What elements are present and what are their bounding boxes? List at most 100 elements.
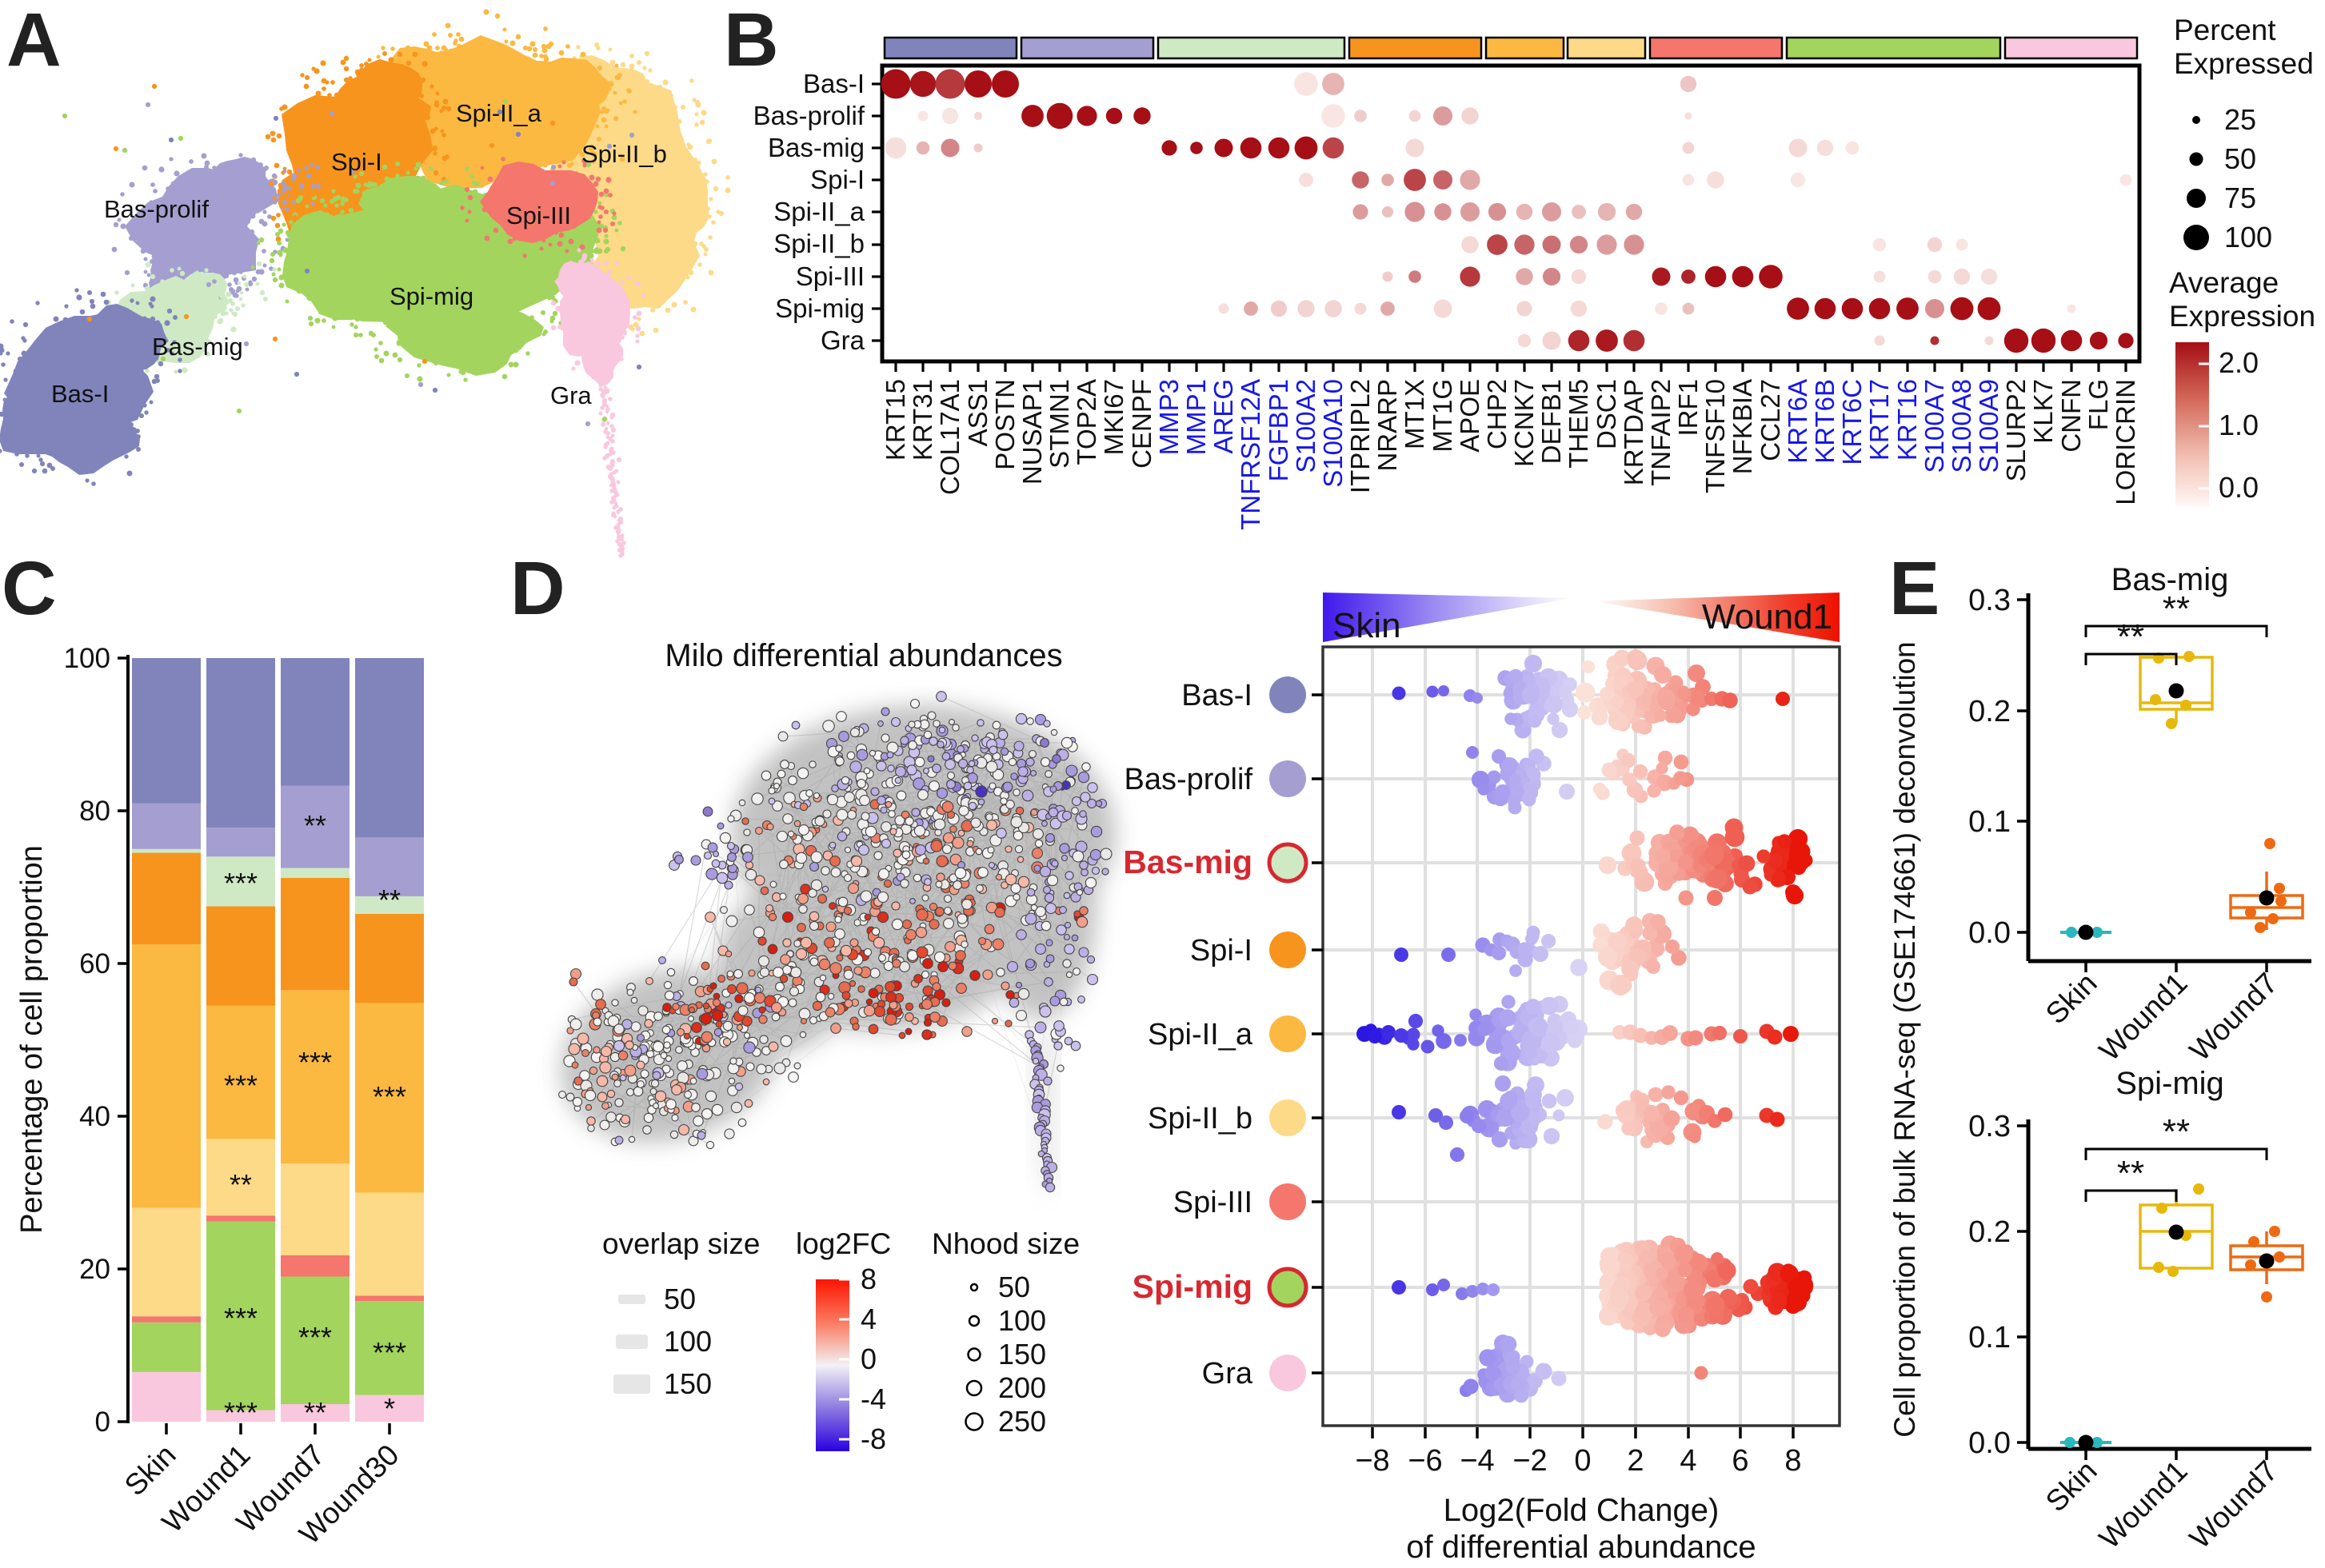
svg-text:Spi-I: Spi-I xyxy=(810,165,865,194)
svg-text:KRT31: KRT31 xyxy=(908,379,937,461)
svg-text:MMP1: MMP1 xyxy=(1181,379,1211,455)
svg-text:60: 60 xyxy=(79,948,110,980)
svg-text:APOE: APOE xyxy=(1455,379,1484,453)
svg-text:Expression: Expression xyxy=(2169,300,2315,333)
svg-text:FLG: FLG xyxy=(2083,379,2113,430)
svg-text:Spi-II_b: Spi-II_b xyxy=(581,140,667,168)
svg-text:E: E xyxy=(1889,546,1939,631)
svg-text:ITPRIPL2: ITPRIPL2 xyxy=(1345,379,1375,493)
svg-text:S100A9: S100A9 xyxy=(1974,379,2003,473)
svg-text:KRTDAP: KRTDAP xyxy=(1619,379,1648,485)
svg-text:40: 40 xyxy=(79,1101,110,1132)
svg-text:TNFSF10: TNFSF10 xyxy=(1700,379,1730,493)
svg-text:**: ** xyxy=(304,809,326,842)
svg-text:TOP2A: TOP2A xyxy=(1072,379,1101,465)
svg-text:NFKBIA: NFKBIA xyxy=(1728,379,1757,474)
svg-text:100: 100 xyxy=(2224,221,2272,253)
svg-text:75: 75 xyxy=(2224,182,2256,214)
svg-text:Bas-prolif: Bas-prolif xyxy=(104,195,209,223)
svg-text:S100A2: S100A2 xyxy=(1291,379,1320,473)
svg-text:Gra: Gra xyxy=(821,325,865,355)
svg-text:C: C xyxy=(2,546,57,631)
svg-text:KCNK7: KCNK7 xyxy=(1509,379,1539,467)
svg-text:Spi-III: Spi-III xyxy=(506,201,571,229)
svg-text:**: ** xyxy=(304,1396,326,1429)
svg-text:***: *** xyxy=(224,1302,258,1335)
svg-text:S100A8: S100A8 xyxy=(1947,379,1976,473)
svg-text:Spi-mig: Spi-mig xyxy=(775,293,865,323)
svg-text:1.0: 1.0 xyxy=(2219,409,2259,441)
svg-text:0: 0 xyxy=(95,1406,110,1438)
svg-text:THEM5: THEM5 xyxy=(1564,379,1593,469)
svg-text:***: *** xyxy=(298,1321,332,1354)
svg-text:CNFN: CNFN xyxy=(2056,379,2086,453)
svg-text:80: 80 xyxy=(79,796,110,827)
svg-text:2.0: 2.0 xyxy=(2219,346,2259,379)
svg-text:KLK7: KLK7 xyxy=(2028,379,2058,444)
svg-text:MMP3: MMP3 xyxy=(1154,379,1184,455)
svg-text:KRT6B: KRT6B xyxy=(1810,379,1840,464)
svg-text:Milo differential abundances: Milo differential abundances xyxy=(665,638,1062,673)
svg-text:AREG: AREG xyxy=(1208,379,1238,454)
svg-text:TNFRSF12A: TNFRSF12A xyxy=(1236,379,1265,530)
svg-text:TNFAIP2: TNFAIP2 xyxy=(1646,379,1676,486)
svg-text:S100A7: S100A7 xyxy=(1920,379,1949,473)
svg-text:Spi-I: Spi-I xyxy=(331,148,382,176)
svg-text:Percentage of cell proportion: Percentage of cell proportion xyxy=(15,845,49,1234)
svg-text:Gra: Gra xyxy=(550,381,592,409)
svg-text:Percent: Percent xyxy=(2174,14,2276,46)
svg-text:MT1G: MT1G xyxy=(1428,379,1457,453)
svg-text:KRT16: KRT16 xyxy=(1892,379,1922,461)
svg-text:***: *** xyxy=(373,1080,406,1113)
svg-text:DEFB1: DEFB1 xyxy=(1536,379,1566,464)
svg-text:Spi-II_a: Spi-II_a xyxy=(773,197,865,226)
svg-text:Spi-II_a: Spi-II_a xyxy=(456,99,542,127)
svg-text:***: *** xyxy=(298,1046,332,1079)
svg-text:Average: Average xyxy=(2169,266,2279,299)
svg-text:KRT15: KRT15 xyxy=(881,379,910,461)
svg-text:*: * xyxy=(384,1392,395,1425)
svg-text:COL17A1: COL17A1 xyxy=(935,379,965,495)
svg-text:MKI67: MKI67 xyxy=(1099,379,1129,455)
svg-text:B: B xyxy=(724,0,779,82)
svg-text:IRF1: IRF1 xyxy=(1673,379,1703,437)
svg-text:KRT6C: KRT6C xyxy=(1837,379,1867,465)
svg-text:Bas-I: Bas-I xyxy=(803,69,865,98)
svg-text:FGFBP1: FGFBP1 xyxy=(1264,379,1293,481)
svg-text:MT1X: MT1X xyxy=(1400,379,1429,449)
svg-text:**: ** xyxy=(230,1168,252,1201)
svg-text:A: A xyxy=(6,0,62,82)
svg-text:STMN1: STMN1 xyxy=(1045,379,1074,469)
svg-text:D: D xyxy=(510,546,565,631)
svg-text:Expressed: Expressed xyxy=(2174,47,2314,80)
svg-text:Bas-I: Bas-I xyxy=(51,380,109,408)
svg-text:CENPF: CENPF xyxy=(1127,379,1157,469)
svg-text:Bas-mig: Bas-mig xyxy=(152,333,243,361)
svg-text:Bas-mig: Bas-mig xyxy=(768,133,865,162)
svg-text:Spi-III: Spi-III xyxy=(796,261,865,291)
svg-text:DSC1: DSC1 xyxy=(1592,379,1621,449)
svg-text:Spi-II_b: Spi-II_b xyxy=(773,229,865,258)
svg-text:50: 50 xyxy=(2224,142,2256,175)
svg-text:ASS1: ASS1 xyxy=(963,379,993,446)
svg-text:Bas-prolif: Bas-prolif xyxy=(753,101,865,130)
svg-text:NUSAP1: NUSAP1 xyxy=(1017,379,1047,485)
svg-text:25: 25 xyxy=(2224,103,2256,136)
svg-text:SLURP2: SLURP2 xyxy=(2001,379,2031,481)
svg-text:***: *** xyxy=(224,867,258,900)
svg-text:Spi-mig: Spi-mig xyxy=(389,282,473,310)
svg-text:S100A10: S100A10 xyxy=(1318,379,1348,488)
svg-text:0.0: 0.0 xyxy=(2219,471,2259,504)
svg-text:LORICRIN: LORICRIN xyxy=(2111,379,2140,505)
svg-text:POSTN: POSTN xyxy=(990,379,1020,470)
svg-text:KRT6A: KRT6A xyxy=(1783,379,1812,464)
svg-text:100: 100 xyxy=(64,643,110,674)
svg-text:KRT17: KRT17 xyxy=(1864,379,1894,461)
svg-text:***: *** xyxy=(224,1069,258,1102)
svg-text:***: *** xyxy=(373,1336,406,1369)
svg-text:CHP2: CHP2 xyxy=(1482,379,1512,449)
svg-text:**: ** xyxy=(378,884,401,916)
svg-text:CCL27: CCL27 xyxy=(1756,379,1785,461)
svg-text:20: 20 xyxy=(79,1254,110,1285)
svg-text:NRARP: NRARP xyxy=(1372,379,1402,472)
